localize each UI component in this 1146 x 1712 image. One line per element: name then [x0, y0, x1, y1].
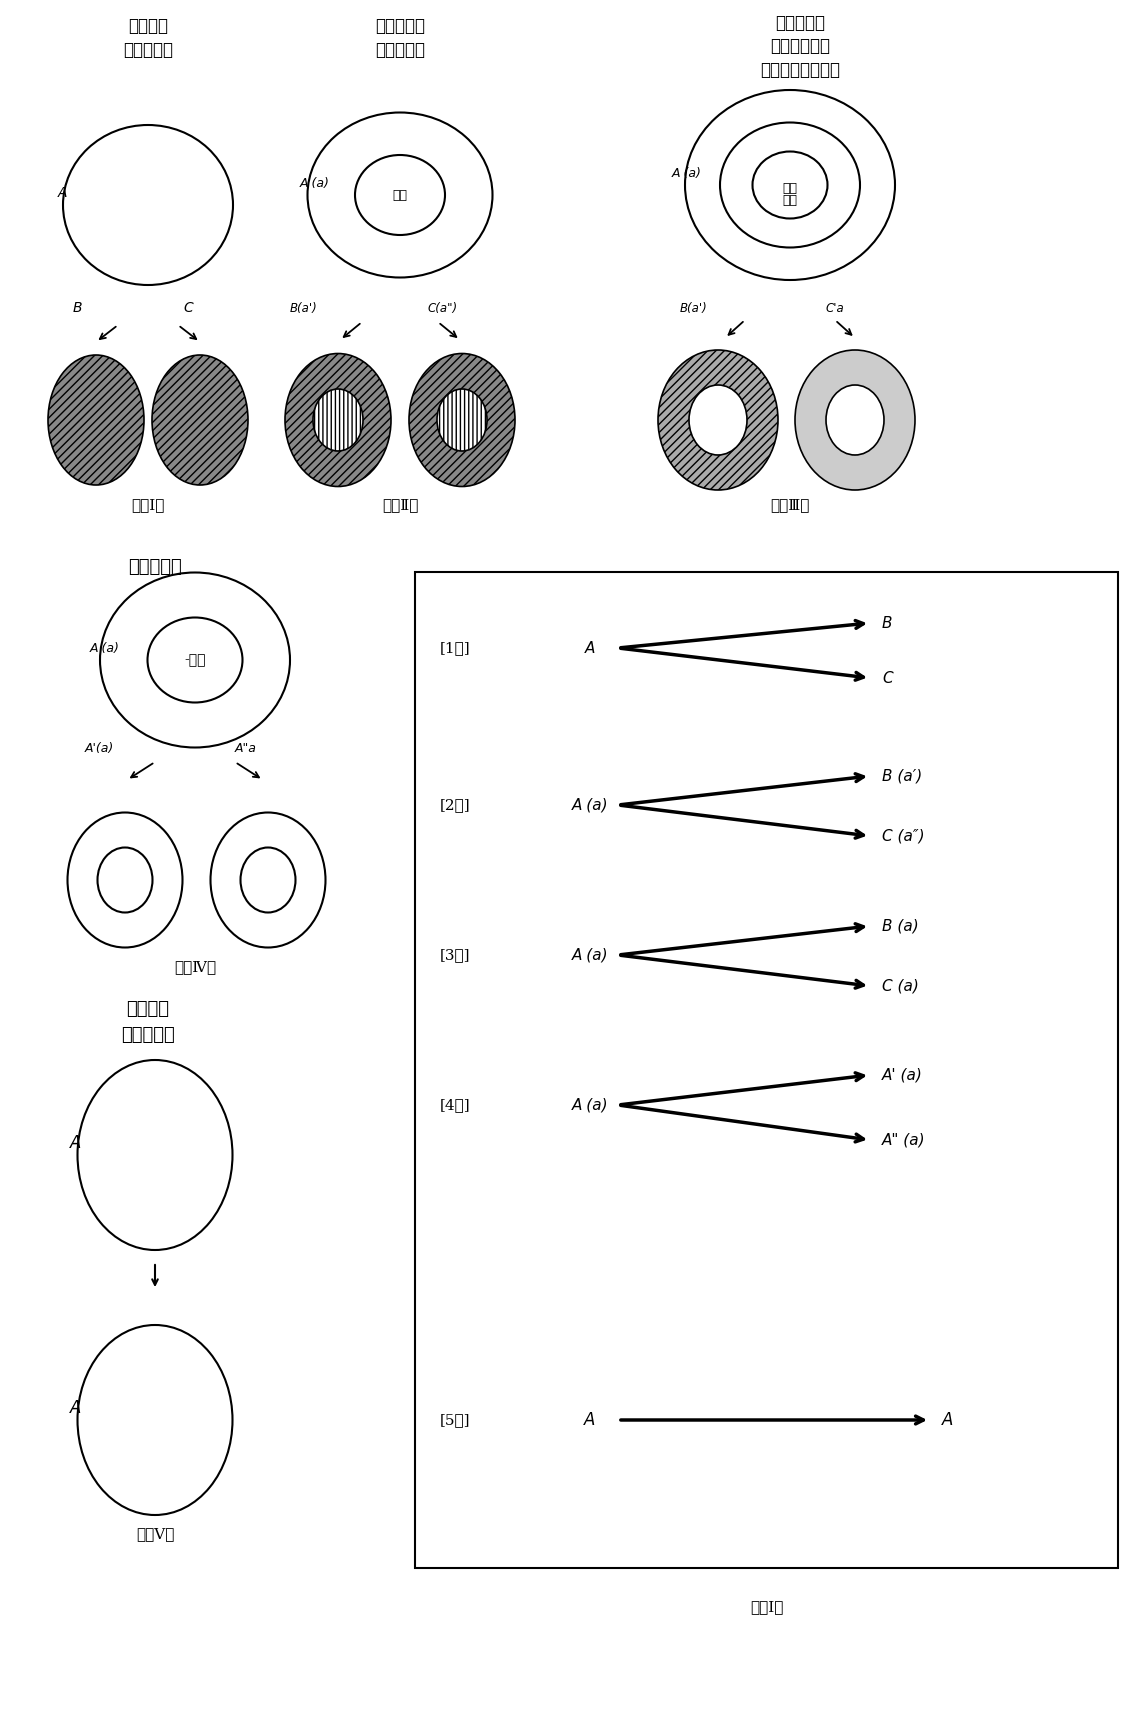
Text: A: A [70, 1133, 81, 1152]
Text: A: A [584, 1411, 596, 1430]
Text: C'a: C'a [825, 301, 843, 315]
Ellipse shape [437, 389, 487, 450]
Ellipse shape [48, 354, 144, 484]
Text: A' (a): A' (a) [882, 1068, 923, 1082]
Text: 『表Ⅰ』: 『表Ⅰ』 [749, 1601, 783, 1614]
Text: 一般の転移: 一般の転移 [775, 15, 825, 33]
Text: A (a): A (a) [91, 642, 120, 656]
Text: A'(a): A'(a) [85, 741, 115, 755]
Text: -技能: -技能 [185, 652, 206, 668]
Text: [5式]: [5式] [440, 1412, 471, 1428]
Text: A (a): A (a) [572, 798, 609, 813]
Text: 態度: 態度 [783, 193, 798, 207]
Text: [2式]: [2式] [440, 798, 471, 811]
Text: B: B [73, 301, 83, 315]
Text: A: A [70, 1399, 81, 1418]
Text: A (a): A (a) [572, 947, 609, 962]
Text: 新形式陶治: 新形式陶治 [375, 19, 425, 34]
Text: A (a): A (a) [300, 176, 330, 190]
Text: [1式]: [1式] [440, 640, 471, 656]
Ellipse shape [826, 385, 884, 455]
Text: 概念: 概念 [392, 188, 408, 202]
Ellipse shape [152, 354, 248, 484]
Text: C: C [183, 301, 193, 315]
Text: 非特殊的転移: 非特殊的転移 [770, 38, 830, 55]
Text: A: A [58, 187, 68, 200]
Text: B(a'): B(a') [680, 301, 708, 315]
Ellipse shape [285, 353, 391, 486]
Ellipse shape [409, 353, 515, 486]
Text: A: A [584, 640, 595, 656]
Text: 『図Ⅰ』: 『図Ⅰ』 [132, 498, 165, 512]
Text: 同一性転移: 同一性転移 [121, 1025, 175, 1044]
Text: 『図Ⅴ』: 『図Ⅴ』 [136, 1527, 174, 1541]
Text: B (a′): B (a′) [882, 769, 923, 784]
Bar [415, 572, 1118, 1568]
Text: [4式]: [4式] [440, 1097, 471, 1113]
Text: 原理: 原理 [783, 181, 798, 195]
Text: C (a″): C (a″) [882, 829, 925, 844]
Text: [3式]: [3式] [440, 948, 471, 962]
Ellipse shape [658, 349, 778, 490]
Text: 『図Ⅳ』: 『図Ⅳ』 [174, 960, 217, 974]
Text: 『図Ⅱ』: 『図Ⅱ』 [382, 498, 418, 512]
Text: A (a): A (a) [672, 168, 701, 180]
Ellipse shape [689, 385, 747, 455]
Ellipse shape [795, 349, 915, 490]
Text: B: B [882, 616, 893, 630]
Text: C(a"): C(a") [427, 301, 458, 315]
Text: 実質陶治: 実質陶治 [126, 1000, 170, 1019]
Text: A"a: A"a [235, 741, 257, 755]
Text: 形式陶治: 形式陶治 [128, 19, 168, 34]
Ellipse shape [313, 389, 363, 450]
Text: A" (a): A" (a) [882, 1133, 926, 1147]
Text: C: C [882, 671, 893, 685]
Text: A (a): A (a) [572, 1097, 609, 1113]
Text: 普遍的転移: 普遍的転移 [123, 43, 173, 58]
Text: C (a): C (a) [882, 979, 919, 993]
Text: B(a'): B(a') [290, 301, 317, 315]
Text: 概念的転移: 概念的転移 [375, 43, 425, 58]
Text: B (a): B (a) [882, 919, 919, 933]
Text: 『図Ⅲ』: 『図Ⅲ』 [770, 498, 810, 512]
Text: A: A [942, 1411, 953, 1430]
Text: 原理，態度の転移: 原理，態度の転移 [760, 62, 840, 79]
Text: 特殊的転移: 特殊的転移 [128, 558, 182, 575]
